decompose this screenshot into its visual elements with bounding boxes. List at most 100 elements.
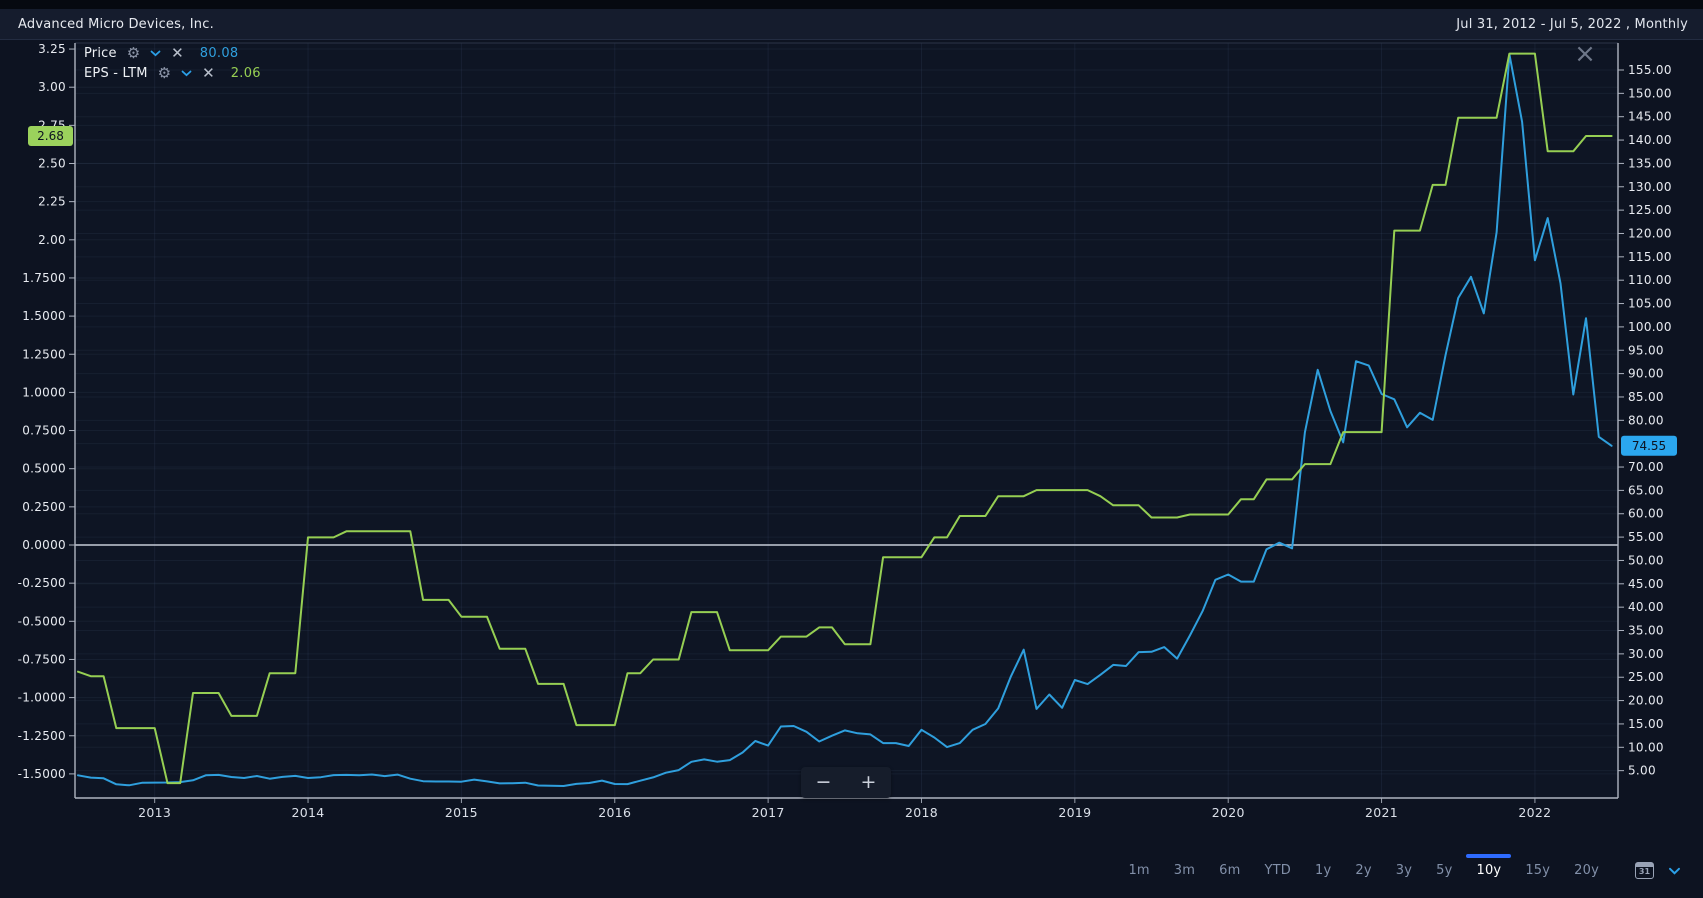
legend-item-eps: EPS - LTM ⚙ ✕ 2.06 [84, 63, 261, 83]
right-axis-label: 80.00 [1628, 413, 1664, 427]
zoom-control: − + [801, 767, 891, 798]
left-axis-label: -0.5000 [18, 614, 66, 628]
x-axis-label: 2014 [292, 805, 325, 820]
close-chart-icon[interactable]: × [1574, 39, 1596, 69]
right-axis-label: 60.00 [1628, 507, 1664, 521]
chart-canvas[interactable]: 2013 2014 2015 2016 2017 2018 2019 2020 2021 2022… [0, 0, 1703, 858]
legend-item-price: Price ⚙ ✕ 80.08 [84, 43, 261, 63]
left-axis-label: 1.5000 [22, 309, 66, 323]
left-axis-label: -0.7500 [18, 652, 66, 666]
calendar-icon [1636, 863, 1653, 867]
x-axis-label: 2020 [1212, 805, 1245, 820]
left-axis-label: -0.2500 [18, 576, 66, 590]
left-axis-label: -1.0000 [18, 691, 66, 705]
right-axis-label: 100.00 [1628, 320, 1672, 334]
x-axis-label: 2022 [1518, 805, 1551, 820]
remove-series-icon[interactable]: ✕ [202, 63, 215, 82]
left-axis-label: 1.0000 [22, 385, 66, 399]
x-axis-label: 2018 [905, 805, 938, 820]
left-axis-label: 0.5000 [22, 462, 66, 476]
x-axis-label: 2015 [445, 805, 478, 820]
right-axis-label: 35.00 [1628, 624, 1664, 638]
range-button-1m[interactable]: 1m [1128, 863, 1150, 878]
gear-icon[interactable]: ⚙ [126, 43, 141, 62]
left-axis-label: 0.7500 [22, 424, 66, 438]
right-axis-label: 155.00 [1628, 63, 1672, 77]
right-axis-label: 130.00 [1628, 180, 1672, 194]
legend-label-price: Price [84, 45, 117, 61]
right-axis-label: 90.00 [1628, 367, 1664, 381]
top-strip [0, 0, 1703, 9]
left-axis-label: 2.00 [38, 233, 66, 247]
right-axis-label: 45.00 [1628, 577, 1664, 591]
left-axis-label: -1.2500 [18, 729, 66, 743]
header: Advanced Micro Devices, Inc. Jul 31, 201… [0, 9, 1703, 40]
zoom-in-button[interactable]: + [860, 771, 877, 793]
right-axis-label: 5.00 [1628, 764, 1656, 778]
calendar-button[interactable]: 31 [1635, 862, 1654, 879]
chevron-down-icon[interactable] [1668, 867, 1681, 875]
right-axis-label: 85.00 [1628, 390, 1664, 404]
range-buttons: 1m 3m 6m YTD 1y 2y 3y 5y 10y 15y 20y [1120, 854, 1607, 883]
eps-last-value-badge [28, 126, 73, 147]
range-toolbar: 1m 3m 6m YTD 1y 2y 3y 5y 10y 15y 20y 31 [1120, 854, 1681, 883]
gear-icon[interactable]: ⚙ [157, 63, 172, 82]
right-axis-label: 115.00 [1628, 250, 1672, 264]
range-button-ytd[interactable]: YTD [1264, 863, 1291, 878]
right-axis-label: 55.00 [1628, 530, 1664, 544]
legend-value-price: 80.08 [199, 45, 239, 61]
x-axis-label: 2017 [752, 805, 785, 820]
left-axis-label: 1.2500 [22, 347, 66, 361]
right-axis-label: 135.00 [1628, 156, 1672, 170]
page-title: Advanced Micro Devices, Inc. [18, 16, 214, 32]
right-axis-label: 30.00 [1628, 647, 1664, 661]
right-axis-label: 125.00 [1628, 203, 1672, 217]
right-axis-label: 25.00 [1628, 670, 1664, 684]
date-range: Jul 31, 2012 - Jul 5, 2022 , Monthly [1456, 16, 1688, 32]
right-axis-label: 110.00 [1628, 273, 1672, 287]
right-axis-label: 105.00 [1628, 297, 1672, 311]
right-axis-label: 20.00 [1628, 694, 1664, 708]
range-button-20y[interactable]: 20y [1574, 863, 1599, 878]
series-line-price[interactable] [77, 53, 1613, 787]
plot-background [75, 43, 1618, 798]
range-button-15y[interactable]: 15y [1525, 863, 1551, 878]
range-button-1y[interactable]: 1y [1314, 863, 1332, 878]
chevron-down-icon[interactable] [150, 50, 161, 57]
x-axis-label: 2019 [1058, 805, 1091, 820]
eps-last-value: 2.68 [37, 129, 64, 143]
left-axis-label: 2.50 [38, 157, 66, 171]
remove-series-icon[interactable]: ✕ [171, 43, 184, 62]
range-button-10y[interactable]: 10y [1466, 854, 1512, 883]
left-axis-label: 3.25 [38, 42, 66, 56]
right-axis-label: 150.00 [1628, 86, 1672, 100]
range-button-3m[interactable]: 3m [1173, 863, 1196, 878]
chevron-down-icon[interactable] [181, 70, 192, 77]
left-axis-label: -1.5000 [18, 767, 66, 781]
right-axis-label: 65.00 [1628, 483, 1664, 497]
chart-legend: Price ⚙ ✕ 80.08 EPS - LTM ⚙ ✕ 2.06 [84, 43, 261, 83]
left-axis-label: 0.0000 [22, 538, 66, 552]
calendar-day-label: 31 [1638, 867, 1651, 876]
right-axis-label: 40.00 [1628, 600, 1664, 614]
x-axis-label: 2013 [138, 805, 171, 820]
range-button-5y[interactable]: 5y [1436, 863, 1453, 878]
right-axis-label: 145.00 [1628, 110, 1672, 124]
range-button-2y[interactable]: 2y [1355, 863, 1372, 878]
legend-label-eps: EPS - LTM [84, 65, 148, 81]
left-axis-label: 3.00 [38, 80, 66, 94]
range-button-6m[interactable]: 6m [1219, 863, 1241, 878]
left-axis-label: 1.7500 [22, 271, 66, 285]
left-axis-label: 2.25 [38, 195, 66, 209]
zoom-out-button[interactable]: − [815, 771, 832, 793]
right-axis-label: 50.00 [1628, 553, 1664, 567]
series-line-eps-ltm[interactable] [77, 52, 1613, 785]
right-axis-label: 15.00 [1628, 717, 1664, 731]
right-axis-label: 140.00 [1628, 133, 1672, 147]
left-axis-label: 0.2500 [22, 500, 66, 514]
x-axis-label: 2021 [1365, 805, 1398, 820]
right-axis-label: 10.00 [1628, 740, 1664, 754]
range-button-3y[interactable]: 3y [1395, 863, 1413, 878]
price-last-value-badge [1621, 435, 1677, 456]
